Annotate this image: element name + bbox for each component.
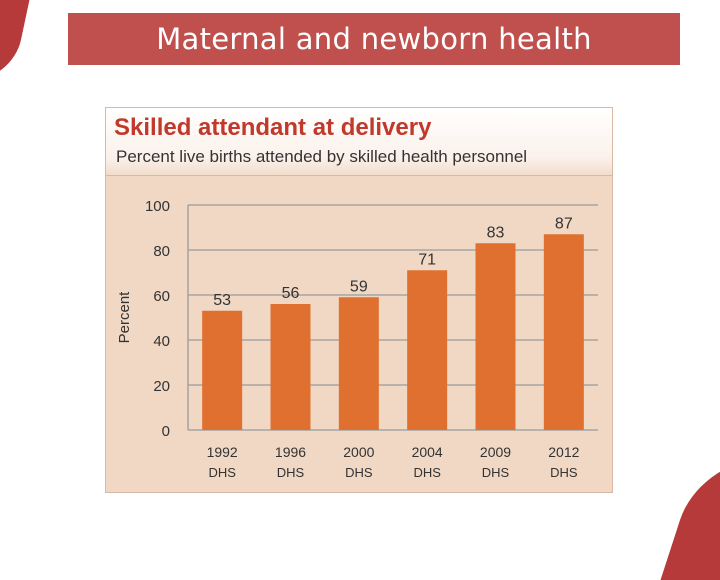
data-label: 87 xyxy=(555,215,573,232)
bar xyxy=(338,297,379,430)
chart-frame: Skilled attendant at delivery Percent li… xyxy=(105,107,613,493)
bar xyxy=(407,270,448,430)
x-tick-label: 2009 xyxy=(480,444,511,460)
x-tick-label: 1996 xyxy=(275,444,306,460)
data-label: 83 xyxy=(487,224,505,241)
x-tick-label: 1992 xyxy=(207,444,238,460)
chart-header: Skilled attendant at delivery Percent li… xyxy=(106,108,612,176)
data-label: 53 xyxy=(213,292,231,309)
bar xyxy=(475,243,516,430)
data-label: 59 xyxy=(350,278,368,295)
x-tick-label: 2012 xyxy=(548,444,579,460)
x-tick-sublabel: DHS xyxy=(277,465,305,480)
x-tick-sublabel: DHS xyxy=(482,465,510,480)
y-tick-label: 80 xyxy=(153,243,170,260)
title-banner: Maternal and newborn health xyxy=(68,13,680,65)
y-axis-label: Percent xyxy=(116,291,133,344)
x-tick-label: 2004 xyxy=(412,444,443,460)
slide-title: Maternal and newborn health xyxy=(156,22,592,56)
bar xyxy=(202,310,243,430)
x-tick-sublabel: DHS xyxy=(208,465,236,480)
bar xyxy=(543,234,584,430)
corner-decoration-bottom xyxy=(660,460,720,580)
corner-decoration xyxy=(0,0,32,80)
data-label: 56 xyxy=(282,285,300,302)
y-tick-label: 40 xyxy=(153,333,170,350)
x-tick-label: 2000 xyxy=(343,444,374,460)
chart-title: Skilled attendant at delivery xyxy=(114,114,432,141)
y-tick-label: 20 xyxy=(153,378,170,395)
x-tick-sublabel: DHS xyxy=(413,465,441,480)
x-tick-sublabel: DHS xyxy=(345,465,373,480)
chart-subtitle: Percent live births attended by skilled … xyxy=(116,147,528,166)
x-tick-sublabel: DHS xyxy=(550,465,578,480)
bar-chart: 0 20 40 60 80 100 Percent 53 1992 DHS 56 1996 DHS 59 2… xyxy=(116,198,598,480)
y-tick-label: 100 xyxy=(145,198,170,215)
y-tick-label: 0 xyxy=(162,423,170,440)
y-tick-label: 60 xyxy=(153,288,170,305)
bar xyxy=(270,304,311,430)
data-label: 71 xyxy=(418,251,436,268)
